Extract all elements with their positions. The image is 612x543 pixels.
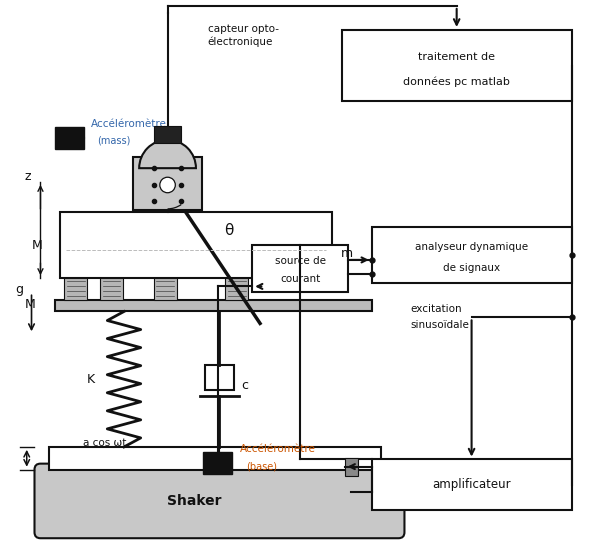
Text: (base): (base) xyxy=(246,461,277,471)
Text: excitation: excitation xyxy=(411,304,462,314)
Bar xyxy=(154,126,181,143)
Text: M: M xyxy=(24,299,35,312)
Text: courant: courant xyxy=(280,274,320,284)
Text: analyseur dynamique: analyseur dynamique xyxy=(415,242,528,251)
Bar xyxy=(203,452,232,475)
Text: θ: θ xyxy=(224,223,233,238)
Bar xyxy=(225,258,248,300)
Text: données pc matlab: données pc matlab xyxy=(403,76,510,87)
Bar xyxy=(64,258,87,300)
Circle shape xyxy=(160,177,175,193)
Text: z: z xyxy=(24,169,31,182)
Bar xyxy=(371,459,572,510)
Text: Shaker: Shaker xyxy=(167,494,222,508)
Bar xyxy=(205,365,234,390)
Text: de signaux: de signaux xyxy=(443,263,500,273)
Text: a cos ωt: a cos ωt xyxy=(83,438,127,449)
Bar xyxy=(342,30,572,102)
Bar xyxy=(154,258,176,300)
Text: g: g xyxy=(15,283,24,296)
Bar xyxy=(100,258,123,300)
Text: source de: source de xyxy=(275,256,326,267)
Bar xyxy=(371,227,572,283)
Text: c: c xyxy=(241,378,248,392)
Bar xyxy=(133,157,202,210)
Bar xyxy=(55,127,84,149)
Text: M: M xyxy=(32,239,43,252)
Text: traitement de: traitement de xyxy=(418,52,495,62)
Text: capteur opto-: capteur opto- xyxy=(207,24,278,34)
Bar xyxy=(50,447,381,470)
Text: Accéléromètre: Accéléromètre xyxy=(91,119,167,129)
Bar xyxy=(252,245,348,292)
Bar xyxy=(345,458,358,476)
Text: K: K xyxy=(87,372,95,386)
Bar xyxy=(55,300,371,312)
Text: Accéléromètre: Accéléromètre xyxy=(241,444,316,454)
Text: (mass): (mass) xyxy=(97,136,130,146)
Text: sinusoïdale: sinusoïdale xyxy=(411,320,469,330)
Text: m: m xyxy=(340,247,353,260)
Bar xyxy=(60,212,332,278)
Text: amplificateur: amplificateur xyxy=(432,478,511,491)
Wedge shape xyxy=(139,140,196,168)
FancyBboxPatch shape xyxy=(34,464,405,538)
Text: électronique: électronique xyxy=(207,36,273,47)
